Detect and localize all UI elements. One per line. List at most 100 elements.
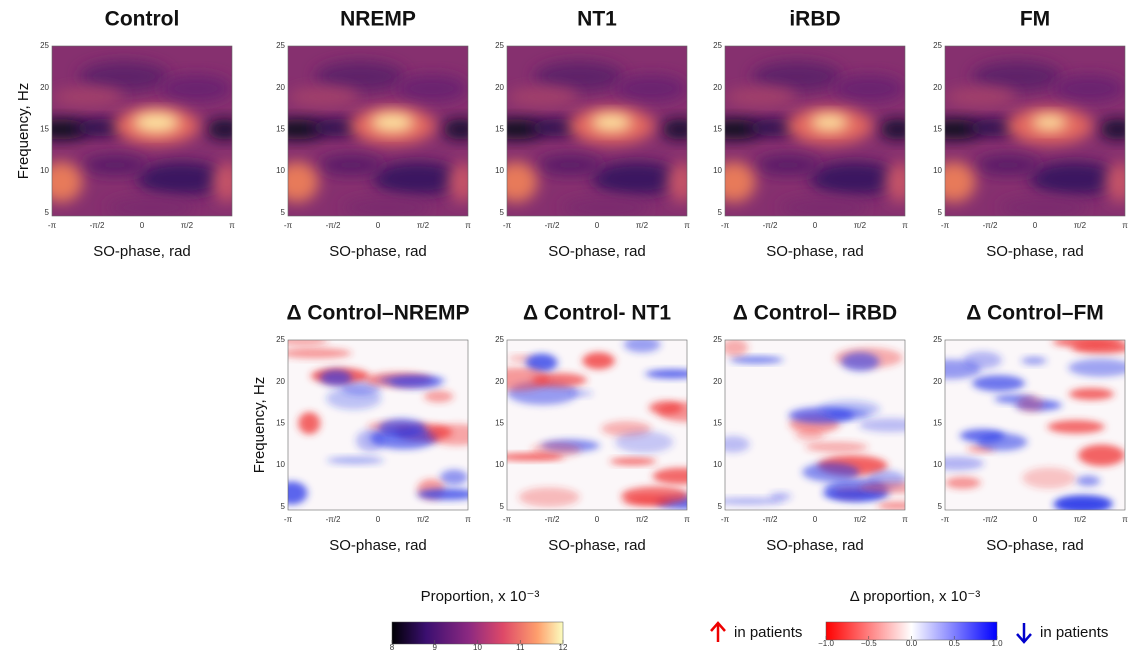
heatmap-blob [725,435,750,453]
heatmap-blob [667,161,687,203]
y-tick-label: 5 [938,208,943,217]
y-tick-label: 15 [495,418,504,427]
heatmap-blob [160,74,232,103]
heatmap-blob [288,161,319,203]
heatmap-blob [652,467,687,485]
up-arrow [710,621,726,642]
heatmap-blob [370,112,415,133]
x-tick-label: π [684,221,690,230]
y-tick-label: 5 [718,208,723,217]
heatmap-blob [591,161,682,196]
heatmap-blob [52,86,124,108]
y-tick-label: 5 [45,208,50,217]
heatmap-blob [518,487,580,507]
x-tick-label: 0 [1033,221,1038,230]
heatmap-blob [507,161,538,203]
heatmap-blob [658,401,687,422]
heatmap [288,340,468,510]
heatmap [725,46,905,216]
heatmap-blob [976,433,1028,451]
colorbar-tick-label: 1.0 [991,639,1003,648]
heatmap-blob [945,456,984,471]
heatmap-blob [1069,388,1114,400]
heatmap-blob [342,197,432,216]
y-tick-label: 15 [276,418,285,427]
plot-frame [724,339,906,511]
panel-title: iRBD [789,8,840,31]
panel-title: Δ Control– iRBD [733,302,897,325]
x-tick-label: -π [284,221,293,230]
heatmap-blob [288,347,352,359]
x-tick-label: 0 [813,221,818,230]
y-tick-label: 20 [713,83,722,92]
heatmap-blob [570,390,593,397]
y-tick-label: 10 [495,166,504,175]
y-tick-label: 25 [713,335,722,344]
y-tick-label: 20 [276,83,285,92]
x-tick-label: -π/2 [983,221,998,230]
heatmap-blob [1053,499,1111,510]
y-axis-label: Frequency, Hz [251,377,268,473]
x-tick-label: -π/2 [326,515,341,524]
heatmap-blob [975,154,1041,176]
heatmap-blob [972,61,1062,92]
heatmap-blob [440,469,468,486]
y-tick-label: 10 [713,460,722,469]
colorbar-tick-label: 8 [390,643,395,652]
heatmap-blob [972,375,1025,392]
x-tick-label: π/2 [636,221,649,230]
y-tick-label: 25 [495,335,504,344]
heatmap-blob [1105,161,1125,203]
heatmap-blob [1099,119,1125,140]
x-tick-label: -π [721,515,730,524]
heatmap-blob [755,154,821,176]
x-tick-label: 0 [376,515,381,524]
heatmap-blob [1017,395,1044,413]
panel-title: NT1 [577,8,617,31]
plot-frame [944,339,1126,511]
y-tick-label: 15 [495,124,504,133]
x-tick-label: π/2 [181,221,194,230]
heatmap-blob [396,74,468,103]
x-axis-label: SO-phase, rad [766,243,864,260]
heatmap-blob [841,352,880,372]
y-tick-label: 15 [276,124,285,133]
y-tick-label: 10 [933,166,942,175]
x-tick-label: 0 [376,221,381,230]
heatmap-blob [1021,356,1047,365]
plot-frame [506,339,688,511]
x-tick-label: π/2 [417,515,430,524]
colorbar-tick-label: 9 [433,643,438,652]
x-tick-label: π/2 [854,221,867,230]
y-tick-label: 10 [933,460,942,469]
y-tick-label: 5 [281,208,286,217]
heatmap-blob [609,457,657,466]
heatmap-blob [136,161,227,196]
x-tick-label: -π/2 [763,221,778,230]
heatmap-blob [1029,161,1120,196]
heatmap-blob [1078,444,1125,467]
colorbar-tick-label: 10 [473,643,482,652]
heatmap-blob [582,352,615,370]
x-tick-label: -π/2 [983,515,998,524]
heatmap-blob [945,161,976,203]
heatmap-blob [818,400,881,419]
y-tick-label: 25 [276,335,285,344]
y-tick-label: 20 [713,377,722,386]
heatmap-blob [885,161,905,203]
heatmap-blob [318,154,384,176]
heatmap-blob [288,86,360,108]
heatmap-blob [79,61,169,92]
heatmap-blob [1047,420,1105,434]
heatmap-blob [417,488,468,501]
y-tick-label: 15 [713,418,722,427]
plot-frame [51,45,233,217]
heatmap-blob [341,381,381,396]
heatmap-blob [106,197,196,216]
heatmap-blob [326,456,384,465]
heatmap-blob [537,154,603,176]
x-tick-label: 0 [595,515,600,524]
heatmap-blob [315,61,405,92]
heatmap-blob [725,86,797,108]
